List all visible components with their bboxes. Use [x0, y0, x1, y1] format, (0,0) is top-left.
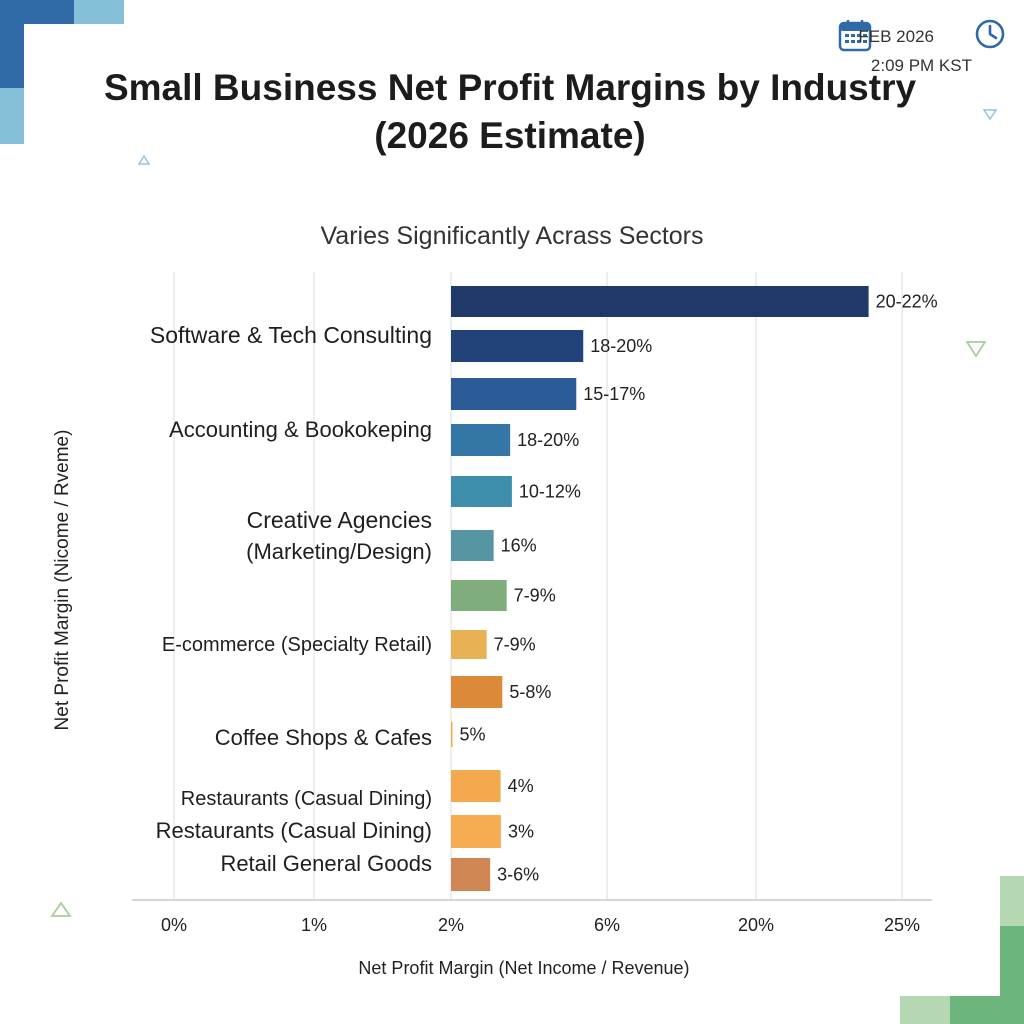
value-label-3: 18-20%	[517, 430, 579, 450]
triangle-icon	[50, 901, 72, 917]
chart-subtitle: Varies Significantly Acrass Sectors	[320, 222, 704, 250]
value-label-11: 3%	[508, 822, 534, 842]
clock-icon	[975, 19, 1005, 49]
bar-8	[451, 676, 503, 708]
category-label-3: (Marketing/Design)	[246, 539, 432, 564]
time-text: 2:09 PM KST	[870, 56, 972, 75]
category-labels: Software & Tech Consulting Accounting & B…	[150, 322, 432, 876]
value-label-8: 5-8%	[509, 682, 551, 702]
category-label-7: Restaurants (Casual Dining)	[156, 818, 432, 843]
bar-4	[451, 476, 512, 507]
bars	[451, 286, 869, 891]
value-label-7: 7-9%	[494, 635, 536, 655]
bar-1	[451, 330, 584, 362]
x-tick-labels: 0% 1% 2% 6% 20% 25%	[161, 915, 920, 935]
value-label-1: 18-20%	[590, 336, 652, 356]
bar-12	[451, 858, 491, 891]
bar-11	[451, 815, 501, 848]
y-axis-label: Net Profit Margin (Nicome / Rveme)	[52, 429, 73, 731]
value-label-9: 5%	[460, 725, 486, 745]
x-tick-3: 6%	[594, 915, 620, 935]
value-label-6: 7-9%	[514, 586, 556, 606]
calendar-icon	[838, 20, 872, 52]
category-label-2: Creative Agencies	[247, 507, 432, 533]
triangle-icon	[965, 341, 987, 358]
value-label-2: 15-17%	[583, 384, 645, 404]
bar-0	[451, 286, 869, 317]
value-label-10: 4%	[508, 776, 534, 796]
chart-title-line-1: Small Business Net Profit Margins by Ind…	[103, 67, 917, 108]
triangle-icon	[982, 109, 998, 121]
x-tick-2: 2%	[438, 915, 464, 935]
bar-10	[451, 770, 501, 802]
bar-3	[451, 424, 511, 456]
chart-title-line-2: (2026 Estimate)	[374, 115, 646, 156]
x-tick-0: 0%	[161, 915, 187, 935]
x-tick-5: 25%	[884, 915, 920, 935]
category-label-4: E-commerce (Specialty Retail)	[162, 634, 432, 656]
triangle-icon	[137, 154, 151, 165]
date-time-display: FEB 2026 2:09 PM KST	[858, 22, 972, 80]
x-tick-4: 20%	[738, 915, 774, 935]
category-label-8: Retail General Goods	[220, 851, 432, 876]
x-tick-1: 1%	[301, 915, 327, 935]
date-text: FEB 2026	[858, 27, 934, 46]
bar-5	[451, 530, 494, 561]
bar-2	[451, 378, 577, 410]
category-label-0: Software & Tech Consulting	[150, 322, 432, 348]
value-label-0: 20-22%	[876, 292, 938, 312]
chart-title: Small Business Net Profit Margins by Ind…	[60, 64, 960, 160]
bar-9	[451, 722, 453, 747]
grid-lines	[132, 272, 932, 901]
value-labels: 20-22% 18-20% 15-17% 18-20% 10-12% 16% 7-9% 7-9…	[460, 292, 938, 885]
x-axis-label: Net Profit Margin (Net Income / Revenue)	[358, 958, 690, 978]
value-label-12: 3-6%	[497, 865, 539, 885]
category-label-1: Accounting & Bookokeping	[169, 417, 432, 442]
category-label-5: Coffee Shops & Cafes	[215, 725, 432, 750]
value-label-5: 16%	[501, 536, 537, 556]
category-label-6: Restaurants (Casual Dining)	[181, 788, 432, 810]
value-label-4: 10-12%	[519, 482, 581, 502]
bar-6	[451, 580, 507, 611]
bar-7	[451, 630, 487, 659]
